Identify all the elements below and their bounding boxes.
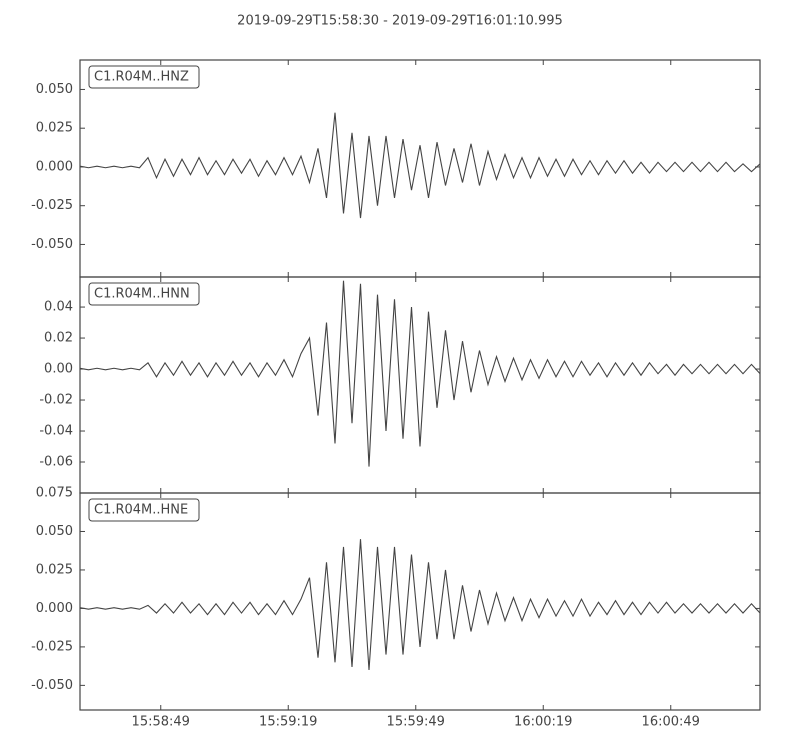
plot-frame: [79, 276, 761, 494]
waveform: [80, 112, 760, 219]
x-tick-label: 15:58:49: [132, 715, 190, 730]
plot-frame: [79, 59, 761, 278]
waveform: [80, 539, 760, 671]
y-tick-label: -0.04: [39, 424, 73, 439]
y-tick-label: -0.025: [31, 198, 73, 213]
legend-box: [88, 498, 200, 522]
waveform: [80, 280, 760, 467]
x-tick-label: 16:00:19: [514, 715, 572, 730]
y-tick-label: 0.04: [44, 300, 73, 315]
y-tick-label: 0.050: [36, 82, 73, 97]
y-tick-label: -0.06: [39, 455, 73, 470]
y-tick-label: -0.050: [31, 237, 73, 252]
legend-box: [88, 65, 200, 89]
y-tick-label: 0.000: [36, 159, 73, 174]
y-tick-label: -0.050: [31, 678, 73, 693]
y-tick-label: 0.050: [36, 524, 73, 539]
x-tick-label: 16:00:49: [642, 715, 700, 730]
legend-box: [88, 282, 200, 306]
y-tick-label: 0.00: [44, 362, 73, 377]
y-tick-label: 0.02: [44, 331, 73, 346]
legend-label: C1.R04M..HNZ: [94, 70, 189, 85]
x-tick-label: 15:59:19: [259, 715, 317, 730]
chart-title: 2019-09-29T15:58:30 - 2019-09-29T16:01:1…: [237, 14, 563, 29]
y-tick-label: -0.025: [31, 639, 73, 654]
legend-label: C1.R04M..HNE: [94, 503, 188, 518]
legend-label: C1.R04M..HNN: [94, 287, 190, 302]
y-tick-label: -0.02: [39, 393, 73, 408]
y-tick-label: 0.025: [36, 121, 73, 136]
x-tick-label: 15:59:49: [387, 715, 445, 730]
y-tick-label: 0.000: [36, 601, 73, 616]
y-tick-label: 0.075: [36, 486, 73, 501]
plot-frame: [79, 492, 761, 711]
y-tick-label: 0.025: [36, 562, 73, 577]
